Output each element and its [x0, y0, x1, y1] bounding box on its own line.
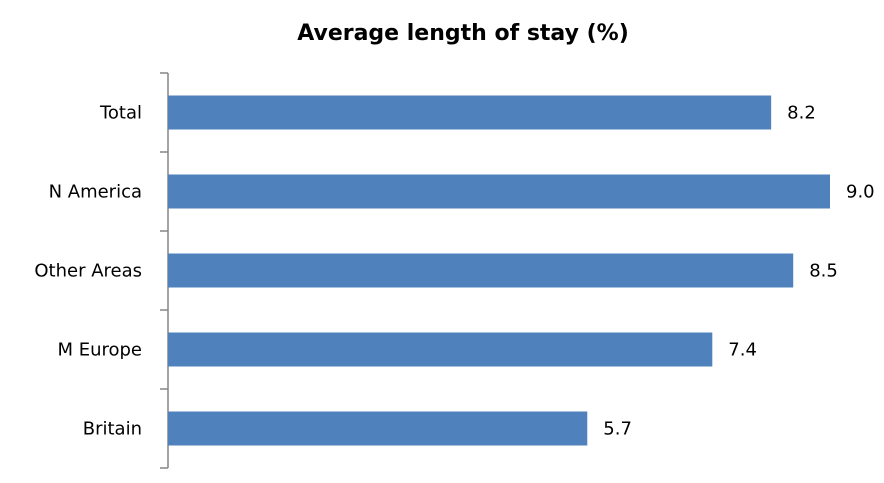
bar-total	[168, 95, 772, 130]
category-labels: Total N America Other Areas M Europe Britain	[34, 103, 142, 440]
category-label-total: Total	[99, 103, 142, 124]
bar-britain	[168, 411, 588, 446]
chart-title: Average length of stay (%)	[297, 21, 629, 46]
category-label-m-europe: M Europe	[57, 340, 142, 361]
data-label-n-america: 9.0	[846, 182, 875, 203]
category-label-other-areas: Other Areas	[34, 261, 142, 282]
bar-other-areas	[168, 253, 794, 288]
category-label-n-america: N America	[49, 182, 142, 203]
data-label-m-europe: 7.4	[728, 340, 757, 361]
bar-series	[168, 95, 830, 446]
data-label-other-areas: 8.5	[809, 261, 838, 282]
data-labels: 8.2 9.0 8.5 7.4 5.7	[603, 103, 874, 440]
y-axis-ticks	[160, 72, 168, 469]
bar-n-america	[168, 174, 830, 209]
bar-m-europe	[168, 332, 713, 367]
data-label-britain: 5.7	[603, 419, 632, 440]
category-label-britain: Britain	[83, 419, 142, 440]
data-label-total: 8.2	[787, 103, 816, 124]
